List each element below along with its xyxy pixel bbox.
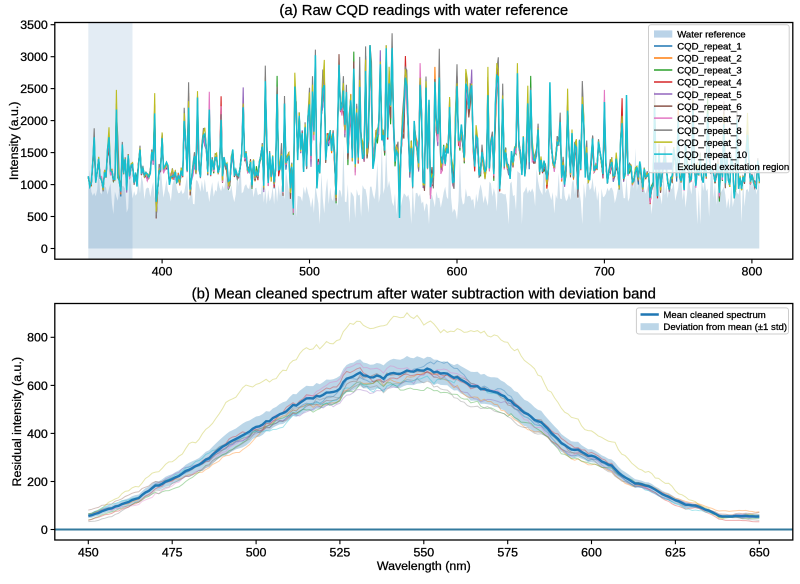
svg-text:CQD_repeat_9: CQD_repeat_9 — [677, 138, 742, 149]
svg-text:(b) Mean cleaned spectrum afte: (b) Mean cleaned spectrum after water su… — [192, 287, 656, 303]
svg-text:800: 800 — [27, 331, 48, 345]
svg-text:1000: 1000 — [20, 178, 48, 192]
svg-text:(a) Raw CQD readings with wate: (a) Raw CQD readings with water referenc… — [279, 3, 568, 19]
svg-text:500: 500 — [27, 210, 48, 224]
svg-text:CQD_repeat_8: CQD_repeat_8 — [677, 126, 742, 137]
svg-text:575: 575 — [497, 545, 518, 559]
svg-text:2000: 2000 — [20, 114, 48, 128]
svg-text:Excluded excitation region: Excluded excitation region — [677, 162, 789, 173]
svg-text:0: 0 — [41, 242, 48, 256]
svg-text:1500: 1500 — [20, 146, 48, 160]
svg-text:0: 0 — [41, 523, 48, 537]
svg-text:650: 650 — [749, 545, 770, 559]
svg-text:550: 550 — [413, 545, 434, 559]
svg-text:500: 500 — [299, 265, 320, 279]
svg-text:Residual intensity (a.u.): Residual intensity (a.u.) — [10, 357, 24, 486]
svg-text:450: 450 — [78, 545, 99, 559]
svg-text:CQD_repeat_2: CQD_repeat_2 — [677, 54, 742, 65]
svg-text:400: 400 — [152, 265, 173, 279]
svg-text:Intensity (a.u.): Intensity (a.u.) — [7, 102, 21, 181]
svg-text:Wavelength (nm): Wavelength (nm) — [377, 559, 471, 573]
svg-text:3500: 3500 — [20, 18, 48, 32]
svg-text:525: 525 — [330, 545, 351, 559]
svg-text:Mean cleaned spectrum: Mean cleaned spectrum — [663, 310, 765, 321]
svg-text:CQD_repeat_7: CQD_repeat_7 — [677, 114, 742, 125]
svg-text:500: 500 — [246, 545, 267, 559]
svg-text:200: 200 — [27, 475, 48, 489]
svg-text:CQD_repeat_10: CQD_repeat_10 — [677, 150, 747, 161]
svg-text:Deviation from mean (±1 std): Deviation from mean (±1 std) — [663, 322, 787, 333]
svg-text:CQD_repeat_5: CQD_repeat_5 — [677, 90, 742, 101]
svg-text:Water reference: Water reference — [677, 30, 745, 41]
svg-text:2500: 2500 — [20, 82, 48, 96]
svg-text:600: 600 — [581, 545, 602, 559]
svg-text:CQD_repeat_4: CQD_repeat_4 — [677, 78, 742, 89]
svg-text:475: 475 — [162, 545, 183, 559]
svg-text:600: 600 — [27, 379, 48, 393]
svg-text:600: 600 — [447, 265, 468, 279]
svg-text:3000: 3000 — [20, 50, 48, 64]
svg-text:700: 700 — [594, 265, 615, 279]
svg-text:CQD_repeat_6: CQD_repeat_6 — [677, 102, 742, 113]
svg-text:800: 800 — [742, 265, 763, 279]
svg-text:CQD_repeat_1: CQD_repeat_1 — [677, 42, 742, 53]
svg-text:400: 400 — [27, 427, 48, 441]
svg-text:CQD_repeat_3: CQD_repeat_3 — [677, 66, 742, 77]
svg-text:625: 625 — [665, 545, 686, 559]
